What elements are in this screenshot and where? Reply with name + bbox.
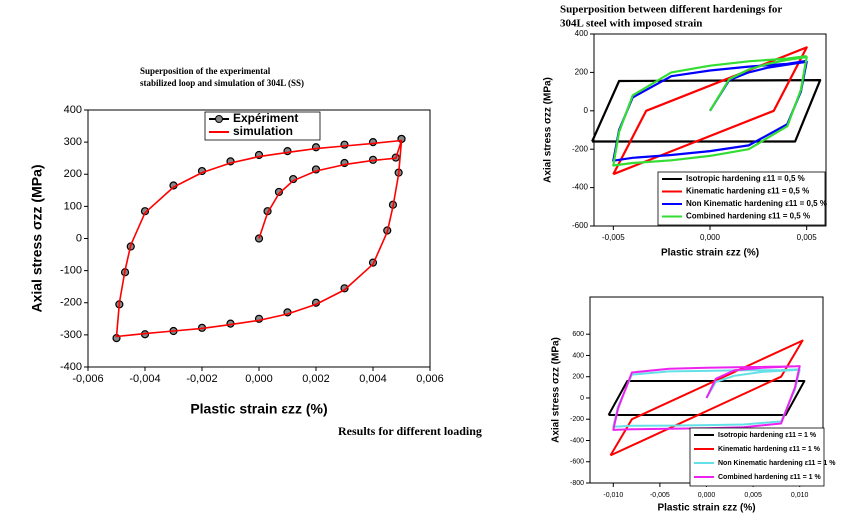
legend-label: Kinematic hardening ε11 = 1 % bbox=[718, 446, 821, 453]
y-tick-label: 200 bbox=[572, 374, 584, 381]
chart-title: Superposition between different hardenin… bbox=[560, 4, 782, 16]
y-tick-label: 0 bbox=[76, 232, 82, 244]
annotation: Results for different loading bbox=[338, 424, 482, 438]
y-tick-label: -100 bbox=[60, 265, 82, 277]
series-line bbox=[607, 380, 806, 416]
data-point bbox=[340, 140, 349, 149]
x-tick-label: 0,010 bbox=[791, 492, 809, 499]
y-tick-label: -200 bbox=[60, 297, 82, 309]
x-tick-label: -0,010 bbox=[603, 492, 623, 499]
data-point bbox=[283, 147, 292, 156]
y-axis-label: Axial stress σzz (MPa) bbox=[543, 77, 554, 183]
y-tick-label: 100 bbox=[64, 200, 82, 212]
x-tick-label: 0,000 bbox=[698, 492, 716, 499]
y-tick-label: 400 bbox=[64, 104, 82, 116]
y-tick-label: -200 bbox=[572, 144, 589, 153]
y-tick-label: -400 bbox=[60, 361, 82, 373]
y-tick-label: 300 bbox=[64, 136, 82, 148]
x-tick-label: 0,002 bbox=[302, 373, 330, 385]
y-tick-label: -600 bbox=[570, 459, 584, 466]
x-tick-label: -0,006 bbox=[72, 373, 103, 385]
y-tick-label: 0 bbox=[584, 106, 589, 115]
legend-label: Isotropic hardening ε11 = 0,5 % bbox=[686, 174, 805, 183]
y-tick-label: 600 bbox=[572, 331, 584, 338]
x-axis-label: Plastic strain εzz (%) bbox=[190, 401, 327, 417]
legend-label: Isotropic hardening ε11 = 1 % bbox=[718, 432, 817, 439]
legend-label: Combined hardening ε11 = 1 % bbox=[718, 474, 821, 481]
x-tick-label: 0,000 bbox=[700, 233, 721, 242]
series-line bbox=[591, 79, 822, 143]
y-tick-label: -300 bbox=[60, 329, 82, 341]
y-axis-label: Axial stress σzz (MPa) bbox=[29, 164, 45, 312]
chart-title: Superposition of the experimental bbox=[140, 66, 271, 76]
chart-title: stabilized loop and simulation of 304L (… bbox=[140, 78, 304, 88]
legend-label: Non Kinematic hardening ε11 = 0,5 % bbox=[686, 199, 827, 208]
legend-box bbox=[204, 111, 321, 141]
y-tick-label: -600 bbox=[572, 221, 589, 230]
series-line bbox=[612, 368, 801, 428]
x-axis-label: Plastic strain εzz (%) bbox=[661, 248, 759, 259]
y-tick-label: 0 bbox=[580, 395, 584, 402]
legend-label: Non Kinematic hardening ε11 = 1 % bbox=[718, 460, 836, 467]
legend-label: Kinematic hardening ε11 = 0,5 % bbox=[686, 187, 809, 196]
x-tick-label: -0,005 bbox=[650, 492, 670, 499]
y-tick-label: 400 bbox=[575, 29, 589, 38]
x-tick-label: 0,006 bbox=[416, 373, 444, 385]
x-tick-label: 0,004 bbox=[359, 373, 387, 385]
series-line bbox=[612, 55, 808, 167]
y-tick-label: 200 bbox=[575, 68, 589, 77]
series-line bbox=[612, 46, 808, 176]
legend-label: simulation bbox=[233, 124, 293, 138]
x-tick-label: -0,005 bbox=[602, 233, 625, 242]
y-tick-label: -400 bbox=[570, 437, 584, 444]
x-tick-label: -0,002 bbox=[186, 373, 217, 385]
legend-box bbox=[657, 171, 826, 226]
legend-marker bbox=[215, 115, 223, 123]
chart-title: 304L steel with imposed strain bbox=[560, 18, 702, 30]
y-tick-label: -800 bbox=[570, 480, 584, 487]
x-tick-label: 0,005 bbox=[797, 233, 818, 242]
series-line bbox=[115, 139, 403, 338]
y-tick-label: -200 bbox=[570, 416, 584, 423]
y-tick-label: -400 bbox=[572, 183, 589, 192]
y-tick-label: 400 bbox=[572, 352, 584, 359]
series-line bbox=[612, 59, 808, 162]
y-axis-label: Axial stress σzz (MPa) bbox=[551, 337, 562, 443]
y-tick-label: 200 bbox=[64, 168, 82, 180]
x-tick-label: 0,000 bbox=[245, 373, 273, 385]
legend-label: Combined hardening ε11 = 0,5 % bbox=[686, 212, 810, 221]
x-tick-label: -0,004 bbox=[129, 373, 160, 385]
series-line bbox=[609, 339, 804, 457]
data-point bbox=[368, 138, 378, 147]
x-tick-label: 0,005 bbox=[744, 492, 762, 499]
legend-label: Expériment bbox=[233, 111, 298, 125]
data-point bbox=[274, 187, 284, 197]
series-line bbox=[612, 365, 801, 431]
x-axis-label: Plastic strain εzz (%) bbox=[657, 503, 755, 514]
